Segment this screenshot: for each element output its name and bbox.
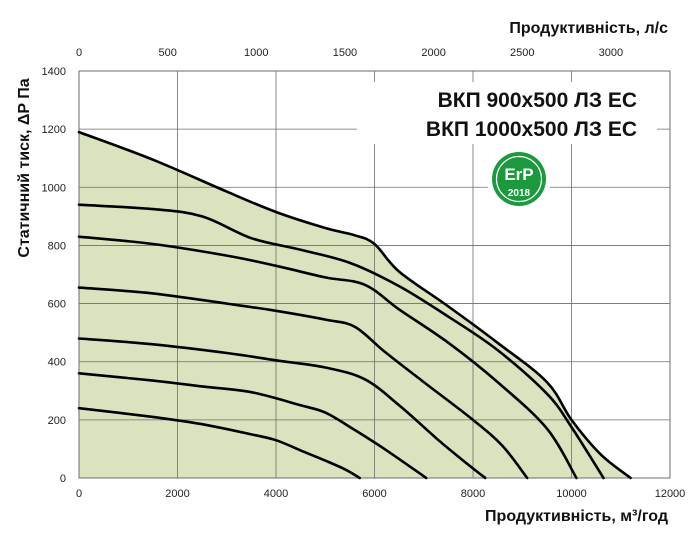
y-tick-label: 1200 bbox=[42, 124, 66, 136]
x-tick-label: 8000 bbox=[461, 488, 485, 500]
x2-tick-label: 2000 bbox=[421, 47, 445, 59]
y-tick-label: 1400 bbox=[42, 66, 66, 78]
x2-tick-label: 0 bbox=[76, 47, 82, 59]
curve-layer bbox=[77, 130, 632, 480]
erp-badge-label: ErP bbox=[504, 165, 533, 184]
y-tick-label: 400 bbox=[48, 357, 66, 369]
x2-tick-label: 1000 bbox=[244, 47, 268, 59]
performance-curve-7 bbox=[77, 406, 361, 480]
model-title-box: ВКП 900х500 ЛЗ ЕС ВКП 1000х500 ЛЗ ЕС bbox=[357, 82, 657, 144]
y-tick-label: 600 bbox=[48, 299, 66, 311]
y-tick-label: 800 bbox=[48, 240, 66, 252]
model-title-1: ВКП 900х500 ЛЗ ЕС bbox=[438, 89, 637, 112]
x2-tick-label: 1500 bbox=[333, 47, 357, 59]
y-tick-label: 1000 bbox=[42, 182, 66, 194]
x-tick-label: 4000 bbox=[264, 488, 288, 500]
erp-badge-circle bbox=[492, 152, 546, 206]
x2-tick-label: 500 bbox=[158, 47, 176, 59]
x-tick-label: 0 bbox=[76, 488, 82, 500]
working-area bbox=[79, 132, 631, 478]
bottom-axis-title: Продуктивність, м³/год bbox=[485, 508, 668, 525]
performance-curve-3 bbox=[77, 235, 578, 480]
erp-badge-year: 2018 bbox=[508, 188, 531, 199]
x-tick-label: 10000 bbox=[556, 488, 587, 500]
x2-tick-label: 2500 bbox=[510, 47, 534, 59]
x-tick-label: 2000 bbox=[165, 488, 189, 500]
performance-curve-2 bbox=[77, 203, 605, 480]
performance-curve-4 bbox=[77, 286, 529, 480]
performance-curve-5 bbox=[77, 337, 487, 480]
y-tick-label: 200 bbox=[48, 415, 66, 427]
top-axis-title: Продуктивність, л/с bbox=[509, 20, 668, 37]
performance-curve-6 bbox=[77, 372, 428, 480]
plot-frame bbox=[78, 70, 671, 479]
erp-2018-badge: ErP 2018 bbox=[488, 148, 550, 210]
performance-curve-1 bbox=[77, 130, 632, 480]
x-tick-label: 6000 bbox=[362, 488, 386, 500]
model-title-2: ВКП 1000х500 ЛЗ ЕС bbox=[426, 118, 637, 141]
y-axis-title: Статичний тиск, ΔP Па bbox=[16, 78, 33, 257]
working-area-layer bbox=[79, 132, 631, 478]
y-tick-label: 0 bbox=[60, 473, 66, 485]
x2-tick-label: 3000 bbox=[599, 47, 623, 59]
x-tick-label: 12000 bbox=[655, 488, 686, 500]
